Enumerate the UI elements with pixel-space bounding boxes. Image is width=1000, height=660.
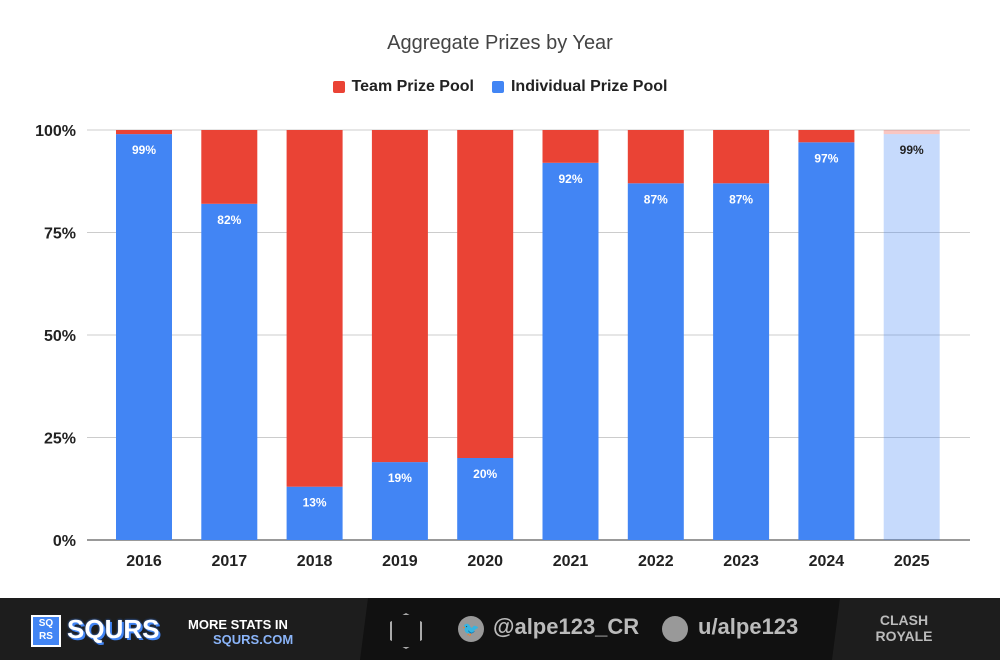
bar-team bbox=[883, 130, 940, 135]
x-tick-label: 2023 bbox=[723, 553, 759, 570]
data-label: 97% bbox=[814, 151, 838, 165]
bar-individual bbox=[371, 462, 428, 540]
data-label: 99% bbox=[132, 143, 156, 157]
bar-individual bbox=[457, 458, 514, 540]
squrs-logo-icon: SQ RS bbox=[31, 615, 61, 647]
brand-name: SQURS bbox=[67, 614, 160, 644]
bar-team bbox=[627, 130, 684, 184]
legend-swatch bbox=[332, 81, 345, 93]
y-tick-label: 75% bbox=[44, 226, 76, 243]
x-tick-label: 2019 bbox=[382, 553, 418, 570]
promo-link[interactable]: SQURS.COM bbox=[213, 632, 294, 647]
x-tick-label: 2020 bbox=[467, 553, 503, 570]
bar-individual bbox=[286, 486, 343, 540]
bar-individual bbox=[883, 134, 940, 540]
bar-individual bbox=[627, 183, 684, 541]
bar-individual bbox=[116, 134, 172, 540]
legend-swatch bbox=[491, 81, 504, 93]
bar-team bbox=[713, 130, 770, 184]
footer: SQ RS SQURS MORE STATS IN SQURS.COM 🐦 @a… bbox=[0, 598, 1000, 660]
x-tick-label: 2022 bbox=[638, 553, 674, 570]
data-label: 87% bbox=[729, 192, 753, 206]
x-tick-label: 2025 bbox=[894, 553, 930, 570]
bar-team bbox=[542, 130, 599, 163]
promo-line1: MORE STATS IN bbox=[188, 617, 288, 632]
data-label: 99% bbox=[900, 143, 924, 157]
legend-label: Team Prize Pool bbox=[351, 78, 474, 95]
author-logo-icon bbox=[390, 613, 422, 649]
data-label: 13% bbox=[303, 496, 327, 510]
bar-team bbox=[116, 130, 172, 135]
x-tick-label: 2018 bbox=[297, 553, 333, 570]
data-label: 20% bbox=[473, 467, 497, 481]
legend-label: Individual Prize Pool bbox=[510, 78, 668, 95]
footer-center-panel bbox=[360, 598, 840, 660]
data-label: 92% bbox=[558, 172, 582, 186]
chart-title: Aggregate Prizes by Year bbox=[387, 32, 613, 54]
x-tick-label: 2016 bbox=[126, 553, 162, 570]
x-tick-label: 2024 bbox=[809, 553, 845, 570]
chart-plot: 0% 25% 50% 75% 100% 99% 2016 82% 2017 13% 2018 19% 2… bbox=[35, 123, 970, 570]
y-tick-label: 100% bbox=[35, 123, 76, 140]
x-tick-label: 2021 bbox=[553, 553, 589, 570]
bar-team bbox=[286, 130, 343, 487]
data-label: 82% bbox=[217, 213, 241, 227]
bar-individual bbox=[713, 183, 770, 541]
bar-individual bbox=[542, 162, 599, 541]
legend-item-individual[interactable]: Individual Prize Pool bbox=[491, 78, 668, 96]
legend-item-team[interactable]: Team Prize Pool bbox=[332, 78, 474, 96]
bar-team bbox=[457, 130, 514, 458]
data-label: 87% bbox=[644, 192, 668, 206]
twitter-handle[interactable]: @alpe123_CR bbox=[493, 614, 640, 639]
clash-royale-logo: CLASH ROYALE bbox=[875, 612, 933, 644]
data-label: 19% bbox=[388, 471, 412, 485]
y-tick-label: 50% bbox=[44, 328, 76, 345]
twitter-icon: 🐦 bbox=[458, 616, 484, 642]
y-tick-label: 0% bbox=[53, 533, 76, 550]
bar-team bbox=[798, 130, 855, 143]
bar-team bbox=[371, 130, 428, 463]
x-tick-label: 2017 bbox=[212, 553, 248, 570]
bar-individual bbox=[798, 142, 855, 541]
legend: Team Prize Pool Individual Prize Pool bbox=[0, 78, 1000, 96]
bar-individual bbox=[201, 203, 258, 541]
bar-team bbox=[201, 130, 258, 204]
y-tick-label: 25% bbox=[44, 431, 76, 448]
reddit-handle[interactable]: u/alpe123 bbox=[698, 614, 799, 639]
reddit-icon bbox=[662, 616, 688, 642]
